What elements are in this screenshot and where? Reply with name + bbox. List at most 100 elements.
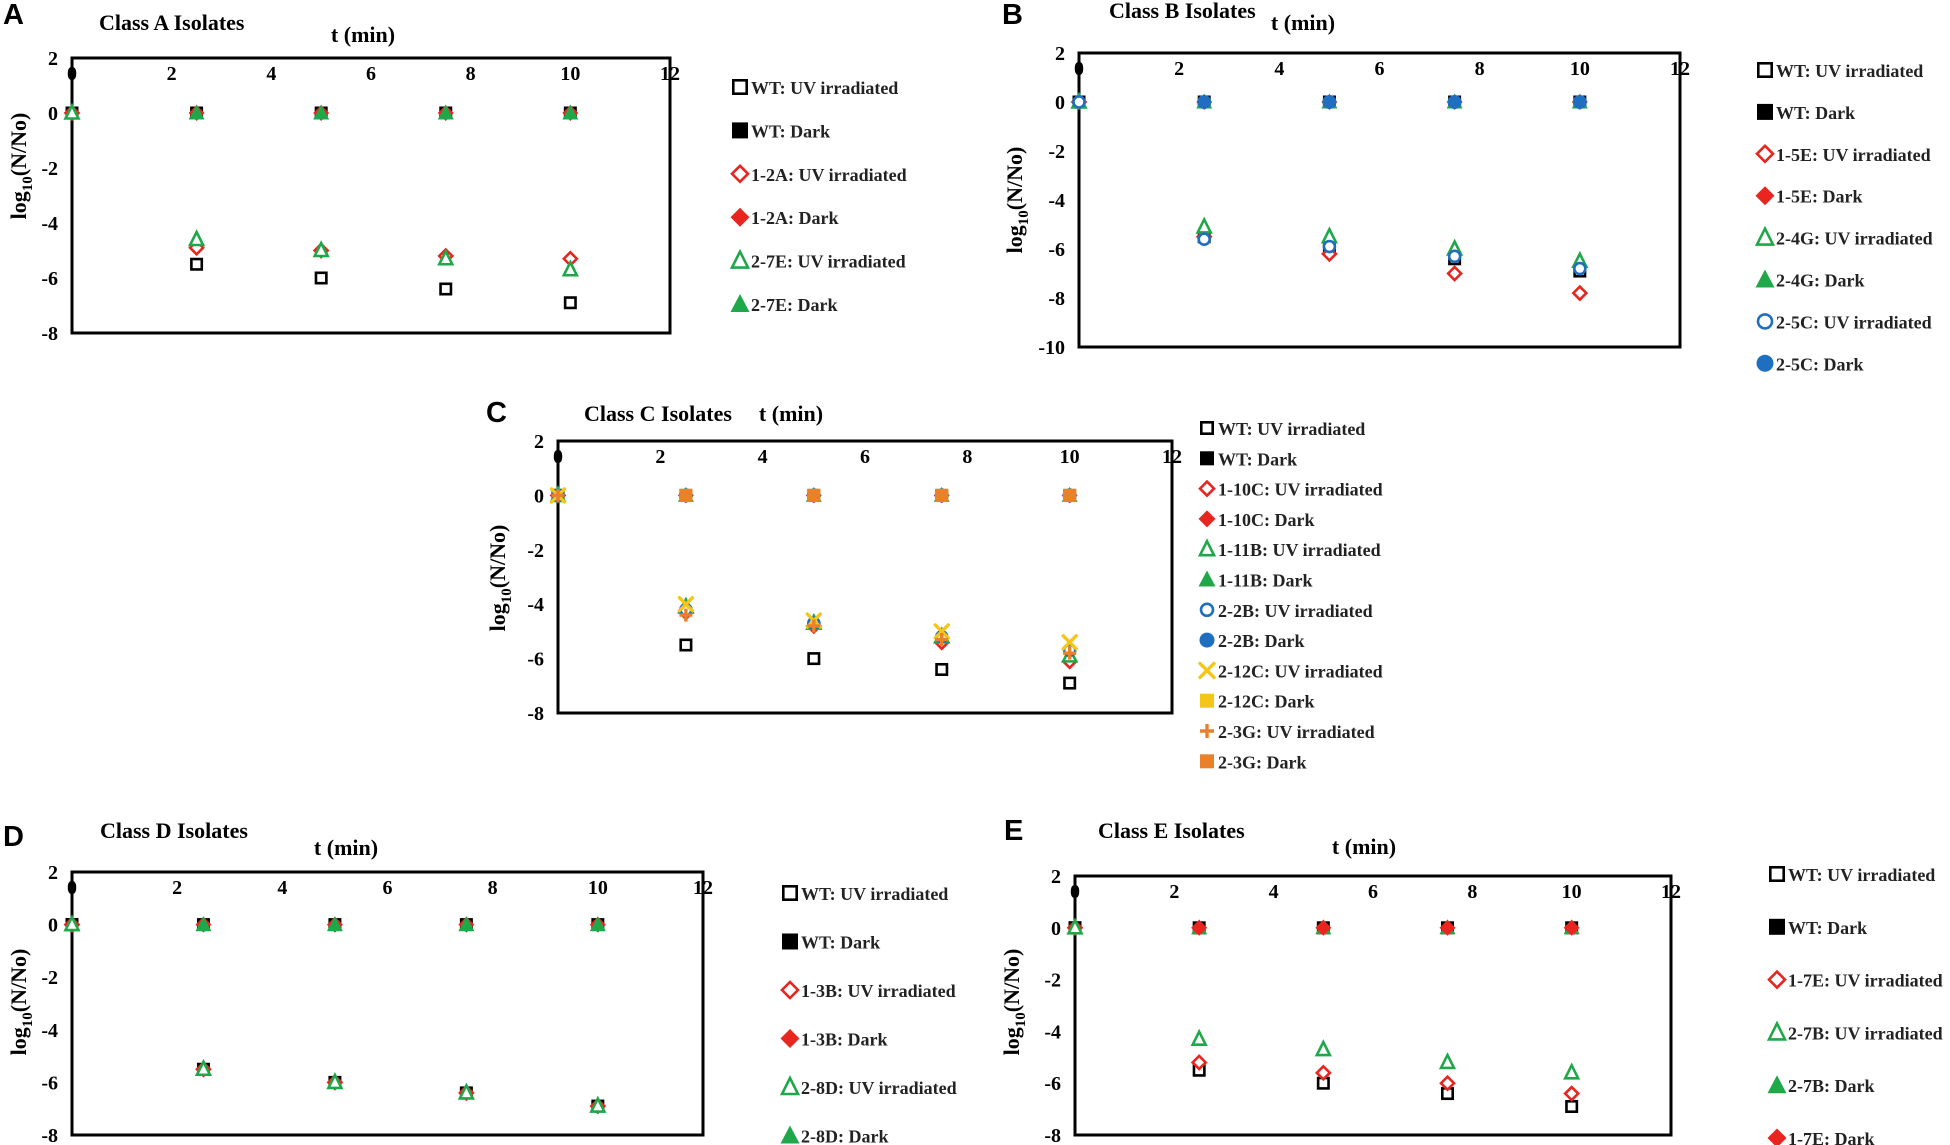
legend-label: 2-5C: Dark [1776, 354, 1864, 374]
data-point [935, 662, 949, 676]
series-1-7e-dark [1067, 919, 1580, 936]
y-tick-label: -8 [41, 1125, 58, 1145]
data-point [807, 488, 821, 502]
data-point [1439, 919, 1456, 936]
data-point [63, 914, 81, 932]
legend-item: 2-5C: UV irradiated [1756, 312, 1932, 332]
y-ticks: 2 0 -2 -4 -6 -8 [1044, 866, 1061, 1145]
series-wt-uv-irradiated [551, 488, 1077, 690]
data-point [589, 1095, 607, 1113]
series-wt-uv-irradiated [1068, 921, 1579, 1114]
y-tick-label: -2 [527, 540, 544, 562]
y-axis-label-base: log [485, 603, 510, 631]
y-tick-label: -4 [1048, 190, 1065, 212]
y-tick-label: 0 [48, 103, 58, 125]
x-tick-label: 10 [1570, 58, 1590, 80]
legend-marker [1755, 143, 1775, 164]
legend-item: WT: Dark [1769, 918, 1867, 938]
series-2-7e-uv-irradiated [63, 102, 579, 277]
legend-label: 2-12C: Dark [1218, 692, 1315, 712]
y-axis-label-rest: (N/No) [6, 113, 31, 177]
panel-b: B Class B Isolates t (min)0 2 4 6 8 10 1220-2-4-… [1002, 0, 1933, 374]
legend-item: 1-7E: UV irradiated [1767, 969, 1943, 991]
series-2-3g-dark [551, 488, 1077, 502]
data-point [1197, 95, 1212, 109]
panel-c: C Class C Isolates t (min)0 2 4 6 8 10 1220-2-4-… [485, 397, 1383, 772]
legend-marker [781, 884, 798, 901]
legend-item: WT: UV irradiated [781, 884, 948, 904]
y-tick-label: 2 [1051, 866, 1061, 888]
data-point [935, 633, 949, 647]
data-point [1565, 1100, 1579, 1114]
panel-label: E [1004, 815, 1023, 847]
x-tick-label: 8 [488, 877, 498, 899]
x-tick-label: 8 [1467, 881, 1477, 903]
legend-marker [1200, 724, 1214, 738]
data-point [1061, 634, 1078, 651]
legend-label: WT: Dark [1218, 449, 1297, 469]
legend-label: 2-2B: UV irradiated [1218, 601, 1373, 621]
series-2-8d-dark [64, 916, 606, 932]
legend-marker [1200, 451, 1214, 466]
data-point [1315, 919, 1332, 936]
y-tick-label: -4 [41, 213, 58, 235]
legend-marker [1200, 754, 1214, 769]
legend-marker [1200, 693, 1214, 708]
data-point [439, 282, 453, 296]
y-tick-label: -4 [527, 594, 544, 616]
x-ticks: 0 2 4 6 8 10 12 [553, 446, 1182, 468]
legend-item: 2-2B: Dark [1199, 631, 1305, 651]
y-axis-label-rest: (N/No) [1002, 147, 1027, 211]
data-points [549, 484, 1079, 690]
y-axis-label-base: log [1002, 225, 1027, 253]
y-ticks: 2 0 -2 -4 -6 -8 [41, 48, 58, 345]
y-tick-label: -6 [41, 1072, 58, 1094]
series-1-10c-uv-irradiated [549, 487, 1079, 670]
x-tick-label: 8 [962, 446, 972, 468]
y-tick-label: -2 [1048, 141, 1065, 163]
legend-item: 1-2A: Dark [730, 207, 839, 228]
legend-label: 2-7E: UV irradiated [751, 252, 906, 272]
x-tick-label: 0 [1074, 58, 1084, 80]
legend-label: 2-7B: UV irradiated [1788, 1023, 1943, 1043]
data-point [935, 488, 949, 502]
legend-label: 2-7E: Dark [751, 295, 838, 315]
data-point [188, 104, 205, 120]
x-ticks: 0 2 4 6 8 10 12 [67, 877, 713, 899]
legend-item: WT: Dark [782, 933, 880, 953]
legend: WT: UV irradiated WT: Dark 1-5E: UV irradi… [1754, 61, 1933, 374]
legend-marker [1198, 570, 1216, 587]
y-axis-label-rest: (N/No) [6, 949, 31, 1013]
data-point [1066, 917, 1084, 935]
legend-label: WT: UV irradiated [1218, 419, 1365, 439]
legend-item: 2-3G: Dark [1200, 752, 1307, 772]
legend-marker [780, 980, 800, 1000]
legend-item: WT: UV irradiated [1757, 61, 1923, 81]
data-point [561, 259, 579, 277]
data-point [1063, 488, 1077, 502]
data-point [437, 248, 455, 266]
legend-item: WT: UV irradiated [1200, 419, 1365, 439]
data-point [1563, 1062, 1581, 1080]
legend-label: 1-10C: UV irradiated [1218, 480, 1383, 500]
data-points [1070, 91, 1589, 302]
legend-item: 1-7E: Dark [1767, 1128, 1875, 1145]
data-point [1314, 1039, 1332, 1057]
data-point [1438, 1052, 1457, 1070]
legend-label: WT: Dark [1776, 103, 1855, 123]
data-point [589, 916, 606, 932]
legend-label: 1-11B: Dark [1218, 571, 1313, 591]
x-tick-label: 6 [1375, 58, 1385, 80]
data-point [679, 488, 693, 502]
data-point [1314, 1064, 1332, 1082]
series-2-7b-uv-irradiated [1066, 917, 1581, 1080]
legend-label: 2-8D: UV irradiated [801, 1078, 957, 1098]
y-axis-label: log10(N/No) [6, 949, 36, 1056]
x-ticks: 0 2 4 6 8 10 12 [1074, 58, 1690, 80]
x-axis-label: t (min) [314, 835, 378, 860]
data-point [1447, 95, 1462, 109]
y-axis-label: log10(N/No) [485, 525, 515, 632]
data-point [194, 1058, 213, 1077]
legend-marker [1767, 1128, 1787, 1145]
